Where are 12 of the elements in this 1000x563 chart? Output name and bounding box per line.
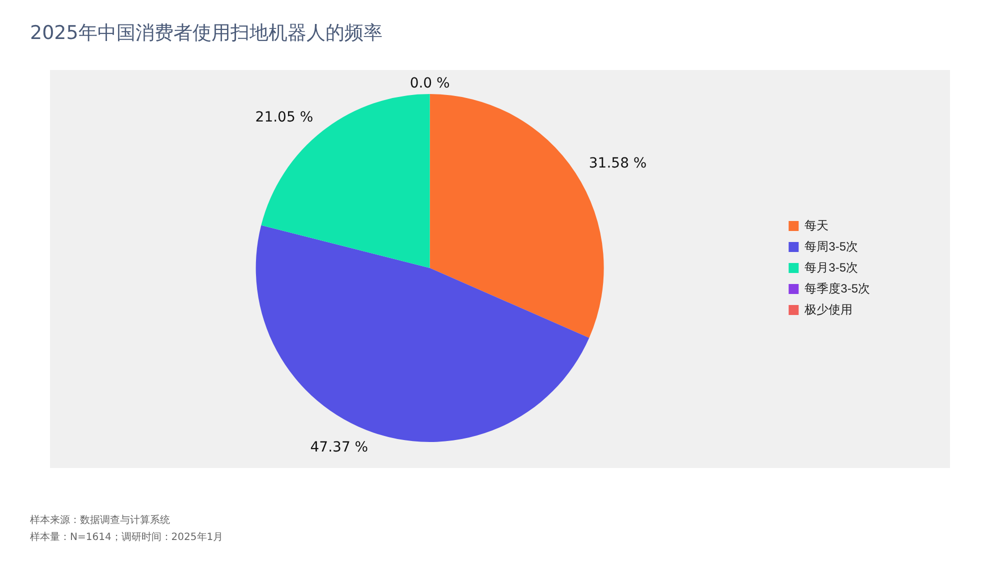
data-label: 47.37 % [310, 439, 368, 456]
legend-label: 每月3-5次 [804, 260, 858, 274]
data-label: 21.05 % [255, 110, 314, 126]
legend-label: 每季度3-5次 [804, 281, 870, 296]
legend-label: 极少使用 [804, 302, 853, 316]
legend-label: 每天 [804, 218, 829, 232]
text: 样本来源：数据调查与计算系统 [30, 514, 171, 528]
data-label: 31.58 % [588, 156, 647, 172]
text: 样本量：N=1614；调研时间：2025年1月 [30, 530, 224, 545]
chart-title: 2025年中国消费者使用扫地机器人的频率 [30, 21, 382, 46]
legend-label: 每周3-5次 [804, 239, 858, 254]
text: 0.0 % [410, 76, 450, 92]
